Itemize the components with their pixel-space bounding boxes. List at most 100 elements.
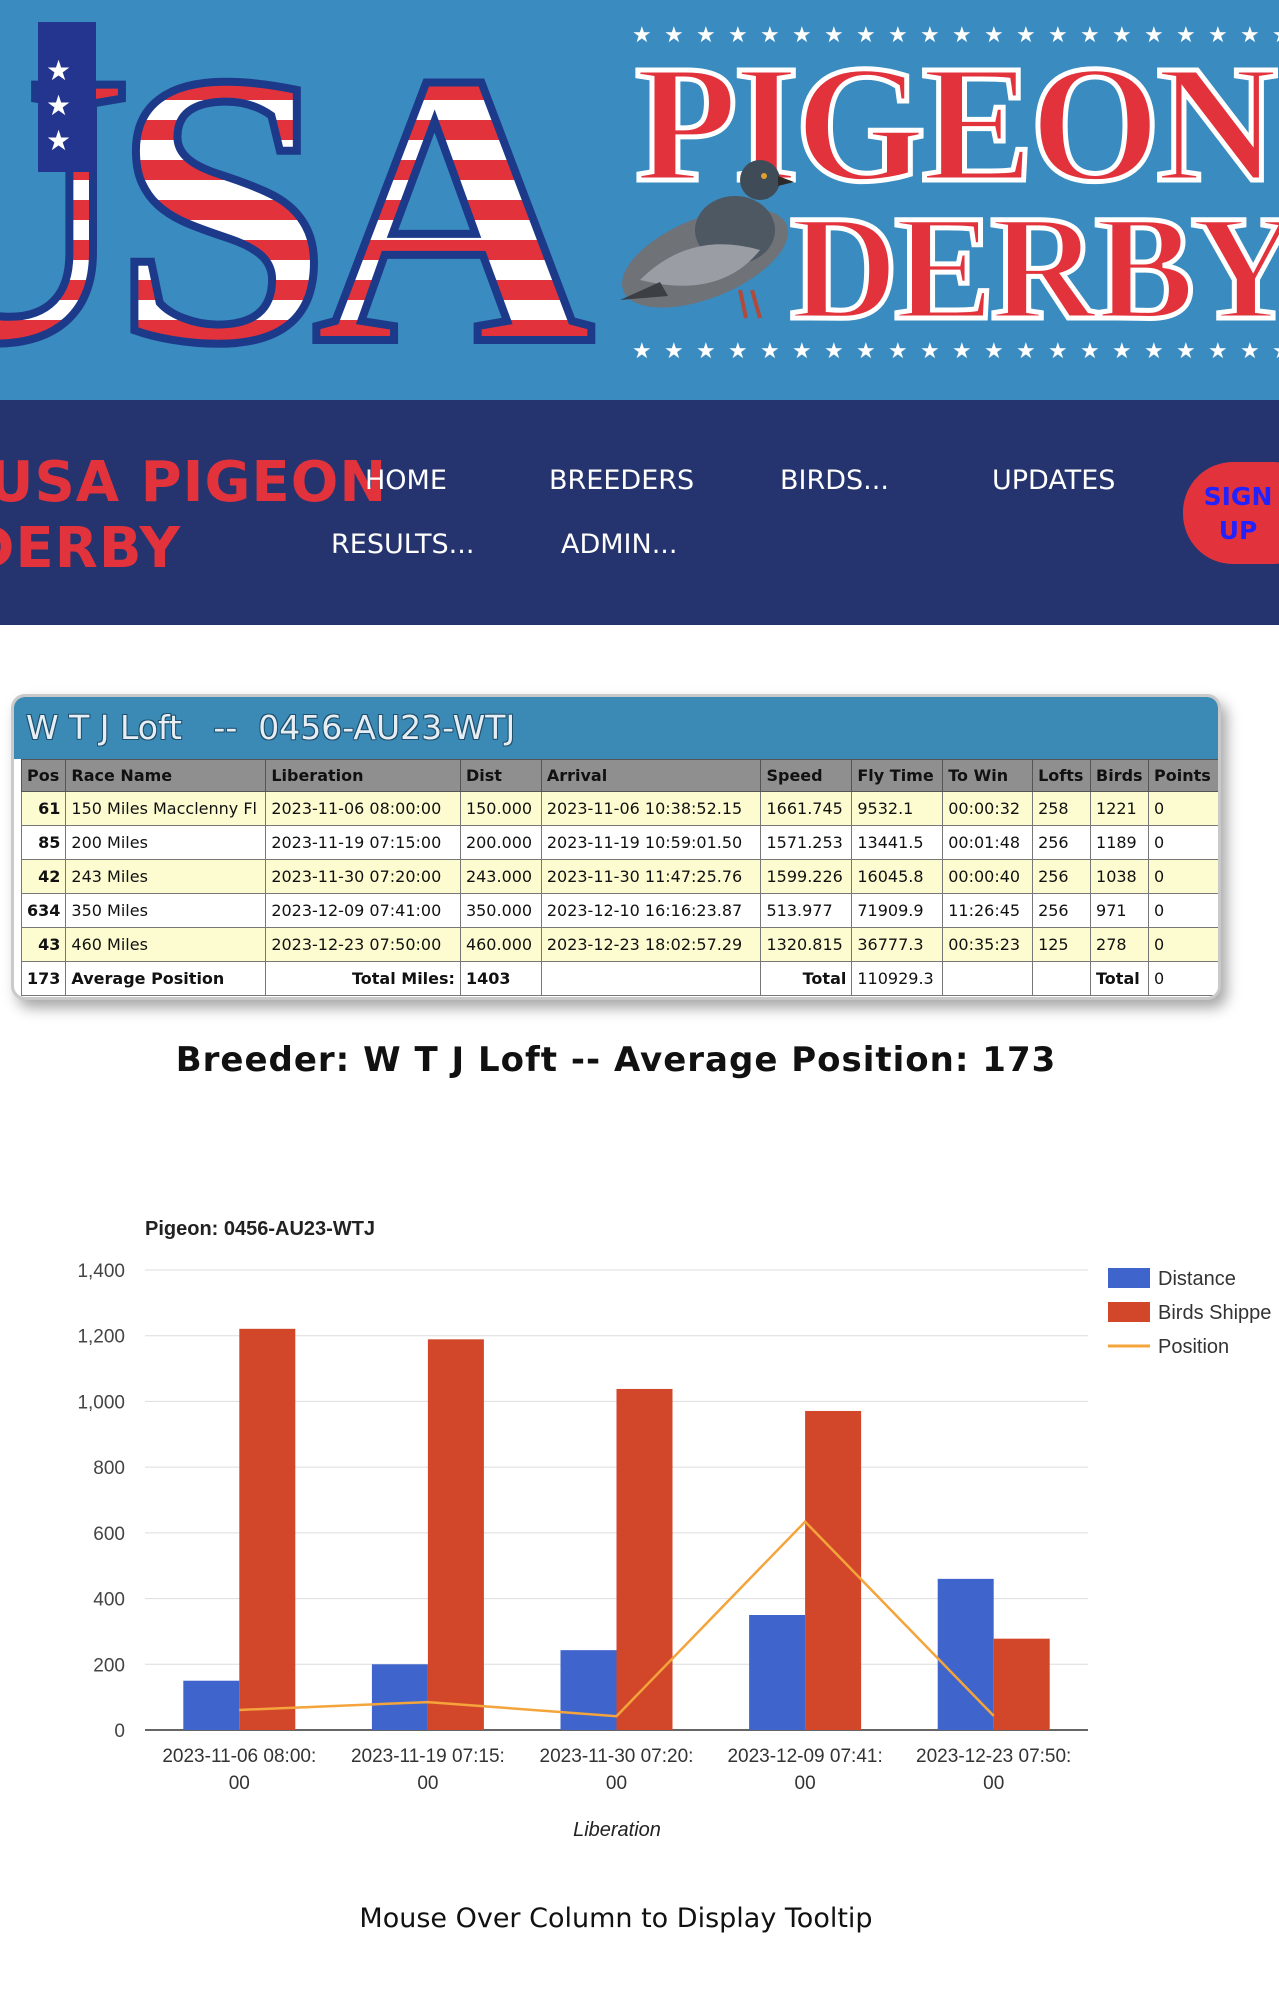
signup-button-line1: SIGN (1203, 482, 1273, 511)
tooltip-hint: Mouse Over Column to Display Tooltip (359, 1903, 873, 1934)
nav-link-results[interactable]: RESULTS... (331, 529, 475, 560)
y-tick-label: 400 (93, 1590, 125, 1611)
col-header-fly-time[interactable]: Fly Time (851, 759, 944, 792)
star-icon: ★ (696, 23, 716, 48)
bar-birds-shipped[interactable] (993, 1638, 1050, 1730)
star-icon: ★ (984, 23, 1004, 48)
table-cell-speed: 1320.815 (760, 927, 853, 962)
nav-link-birds[interactable]: BIRDS... (780, 465, 889, 496)
x-tick-label: 00 (417, 1773, 438, 1794)
signup-button[interactable]: SIGN UP (1183, 462, 1279, 564)
bar-birds-shipped[interactable] (616, 1388, 673, 1730)
star-icon: ★ (46, 89, 71, 122)
star-icon: ★ (1080, 23, 1100, 48)
table-cell-arrival: 2023-11-19 10:59:01.50 (540, 825, 762, 860)
col-header-birds[interactable]: Birds (1090, 759, 1149, 792)
col-header-race-name[interactable]: Race Name (65, 759, 267, 792)
totals-total-label: Total (760, 961, 853, 996)
table-cell-fly-time: 13441.5 (851, 825, 944, 860)
bar-distance[interactable] (560, 1650, 617, 1730)
star-icon: ★ (1112, 339, 1132, 364)
y-tick-label: 0 (114, 1721, 125, 1742)
chart-legend[interactable]: Distance Birds Shippe Position (1108, 1268, 1271, 1358)
table-cell-dist: 350.000 (459, 893, 542, 928)
star-icon: ★ (1208, 23, 1228, 48)
bar-distance[interactable] (371, 1664, 428, 1730)
star-icon: ★ (1080, 339, 1100, 364)
table-row[interactable]: 85 200 Miles 2023-11-19 07:15:00 200.000 202… (20, 825, 1218, 860)
table-cell-points: 0 (1148, 927, 1218, 962)
table-cell-pos: 61 (20, 791, 67, 826)
table-cell-birds: 1189 (1090, 825, 1149, 860)
col-header-pos[interactable]: Pos (20, 759, 67, 792)
col-header-to-win[interactable]: To Win (942, 759, 1034, 792)
nav-link-updates[interactable]: UPDATES (992, 465, 1116, 496)
table-cell-lofts: 256 (1032, 893, 1092, 928)
table-cell-to-win: 11:26:45 (942, 893, 1034, 928)
table-cell-arrival: 2023-11-06 10:38:52.15 (540, 791, 762, 826)
table-cell-race-name: 150 Miles Macclenny Fl (65, 791, 267, 826)
col-header-speed[interactable]: Speed (760, 759, 853, 792)
table-cell-to-win: 00:35:23 (942, 927, 1034, 962)
nav-logo-line2: DERBY (0, 516, 182, 581)
col-header-liberation[interactable]: Liberation (265, 759, 461, 792)
panel-title: W T J Loft -- 0456-AU23-WTJ (26, 708, 516, 747)
totals-points-label: Total (1090, 961, 1149, 996)
bar-birds-shipped[interactable] (239, 1328, 296, 1730)
pigeon-icon (620, 160, 794, 319)
star-icon: ★ (1272, 339, 1279, 364)
table-cell-dist: 200.000 (459, 825, 542, 860)
x-tick-label: 00 (983, 1773, 1004, 1794)
star-icon: ★ (1208, 339, 1228, 364)
star-icon: ★ (760, 339, 780, 364)
site-banner: USA ★ ★ ★ ★★★★★★★★★★★★★★★★★★★★★ ★★★★★★★★… (0, 0, 1279, 400)
star-icon: ★ (792, 339, 812, 364)
table-cell-liberation: 2023-11-06 08:00:00 (265, 791, 461, 826)
table-cell-pos: 42 (20, 859, 67, 894)
table-cell-lofts: 125 (1032, 927, 1092, 962)
nav-link-breeders[interactable]: BREEDERS (549, 465, 695, 496)
star-icon: ★ (1144, 339, 1164, 364)
x-tick-label: 2023-12-23 07:50: (916, 1746, 1071, 1767)
nav-link-home[interactable]: HOME (365, 465, 447, 496)
totals-label: Average Position (65, 961, 267, 996)
bar-birds-shipped[interactable] (427, 1339, 484, 1730)
star-icon: ★ (1016, 339, 1036, 364)
col-header-dist[interactable]: Dist (459, 759, 542, 792)
y-tick-label: 1,400 (77, 1261, 125, 1282)
star-icon: ★ (952, 339, 972, 364)
bar-distance[interactable] (183, 1680, 240, 1730)
table-cell-arrival: 2023-12-23 18:02:57.29 (540, 927, 762, 962)
table-cell-speed: 1599.226 (760, 859, 853, 894)
bar-distance[interactable] (749, 1615, 806, 1730)
legend-label: Birds Shippe (1158, 1302, 1271, 1324)
col-header-arrival[interactable]: Arrival (540, 759, 762, 792)
table-cell-birds: 1221 (1090, 791, 1149, 826)
star-icon: ★ (696, 339, 716, 364)
table-row[interactable]: 42 243 Miles 2023-11-30 07:20:00 243.000 202… (20, 859, 1218, 894)
star-icon: ★ (1272, 23, 1279, 48)
table-cell-speed: 1571.253 (760, 825, 853, 860)
results-body: 61 150 Miles Macclenny Fl 2023-11-06 08:00… (20, 791, 1218, 962)
nav-link-admin[interactable]: ADMIN... (561, 529, 678, 560)
star-icon: ★ (856, 339, 876, 364)
x-tick-label: 2023-11-19 07:15: (351, 1746, 505, 1767)
col-header-lofts[interactable]: Lofts (1032, 759, 1092, 792)
y-tick-label: 1,200 (77, 1327, 125, 1348)
banner-derby-text: DERBY (790, 185, 1279, 351)
table-cell-fly-time: 16045.8 (851, 859, 944, 894)
star-row-bottom: ★ ★ ★ ★ ★ ★ ★ ★ ★ ★ ★ ★ ★ ★ ★ ★ ★ ★ ★ ★ ★ (632, 339, 1279, 364)
chart-bars[interactable] (183, 1328, 1050, 1730)
main-navigation: USA PIGEON DERBY HOME BREEDERS BIRDS... … (0, 400, 1279, 625)
totals-empty (540, 961, 762, 996)
table-cell-lofts: 256 (1032, 825, 1092, 860)
table-row[interactable]: 43 460 Miles 2023-12-23 07:50:00 460.000 202… (20, 927, 1218, 962)
col-header-points[interactable]: Points (1148, 759, 1218, 792)
table-cell-race-name: 200 Miles (65, 825, 267, 860)
table-row[interactable]: 61 150 Miles Macclenny Fl 2023-11-06 08:00… (20, 791, 1218, 826)
star-icon: ★ (856, 23, 876, 48)
position-line (239, 1519, 995, 1718)
star-icon: ★ (664, 339, 684, 364)
table-cell-speed: 1661.745 (760, 791, 853, 826)
table-row[interactable]: 634 350 Miles 2023-12-09 07:41:00 350.000 20… (20, 893, 1218, 928)
